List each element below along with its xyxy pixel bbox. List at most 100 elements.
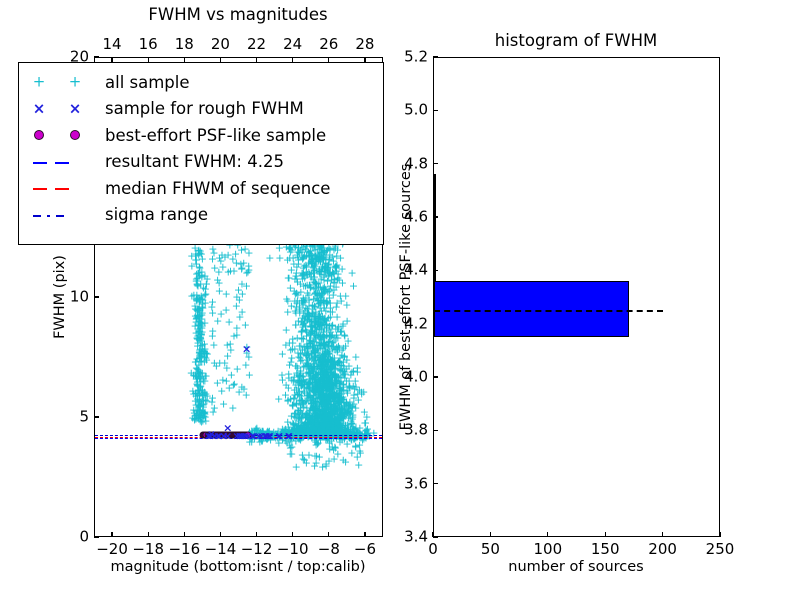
all-sample-point: + — [194, 360, 203, 371]
dash-segment-icon — [33, 188, 47, 191]
all-sample-point: + — [319, 416, 328, 427]
all-sample-point: + — [226, 344, 235, 355]
all-sample-point: + — [244, 248, 253, 259]
all-sample-point: + — [300, 380, 309, 391]
all-sample-point: + — [197, 330, 206, 341]
all-sample-point: + — [191, 388, 200, 399]
all-sample-point: + — [220, 358, 229, 369]
all-sample-point: + — [191, 304, 200, 315]
all-sample-point: + — [265, 252, 274, 263]
all-sample-point: + — [326, 415, 335, 426]
all-sample-point: + — [193, 306, 202, 317]
all-sample-point: + — [326, 421, 335, 432]
all-sample-point: + — [315, 380, 324, 391]
all-sample-point: + — [325, 428, 334, 439]
all-sample-point: + — [199, 411, 208, 422]
all-sample-point: + — [324, 456, 333, 467]
all-sample-point: + — [195, 311, 204, 322]
all-sample-point: + — [330, 388, 339, 399]
all-sample-point: + — [195, 388, 204, 399]
all-sample-point: + — [325, 407, 334, 418]
x-ticklabel-top: 24 — [283, 37, 302, 52]
all-sample-point: + — [309, 428, 318, 439]
y-ticklabel: 4.4 — [388, 262, 428, 278]
all-sample-point: + — [315, 267, 324, 278]
all-sample-point: + — [232, 322, 241, 333]
all-sample-point: + — [321, 422, 330, 433]
all-sample-point: + — [328, 419, 337, 430]
all-sample-point: + — [200, 351, 209, 362]
all-sample-point: + — [291, 408, 300, 419]
all-sample-point: + — [334, 413, 343, 424]
all-sample-point: + — [201, 411, 210, 422]
all-sample-point: + — [318, 410, 327, 421]
all-sample-point: + — [208, 406, 217, 417]
circle-icon — [70, 130, 80, 141]
all-sample-point: + — [213, 316, 222, 327]
all-sample-point: + — [194, 412, 203, 423]
legend-item-label: all sample — [103, 73, 190, 92]
all-sample-point: + — [194, 320, 203, 331]
all-sample-point: + — [309, 351, 318, 362]
all-sample-point: + — [304, 368, 313, 379]
all-sample-point: + — [196, 380, 205, 391]
all-sample-point: + — [196, 332, 205, 343]
all-sample-point: + — [217, 250, 226, 261]
all-sample-point: + — [342, 299, 351, 310]
all-sample-point: + — [314, 315, 323, 326]
all-sample-point: + — [197, 267, 206, 278]
all-sample-point: + — [195, 405, 204, 416]
all-sample-point: + — [315, 388, 324, 399]
all-sample-point: + — [196, 245, 205, 256]
all-sample-point: + — [309, 371, 318, 382]
all-sample-point: + — [274, 393, 283, 404]
all-sample-point: + — [300, 419, 309, 430]
all-sample-point: + — [318, 310, 327, 321]
all-sample-point: + — [312, 412, 321, 423]
all-sample-point: + — [237, 244, 246, 255]
all-sample-point: + — [314, 329, 323, 340]
all-sample-point: + — [331, 406, 340, 417]
all-sample-point: + — [300, 377, 309, 388]
all-sample-point: + — [201, 394, 210, 405]
all-sample-point: + — [244, 352, 253, 363]
all-sample-point: + — [311, 355, 320, 366]
all-sample-point: + — [318, 283, 327, 294]
all-sample-point: + — [308, 324, 317, 335]
all-sample-point: + — [318, 248, 327, 259]
all-sample-point: + — [316, 242, 325, 253]
all-sample-point: + — [281, 424, 290, 435]
y-tick — [94, 56, 99, 58]
all-sample-point: + — [295, 376, 304, 387]
all-sample-point: + — [311, 385, 320, 396]
all-sample-point: + — [195, 349, 204, 360]
all-sample-point: + — [306, 395, 315, 406]
all-sample-point: + — [208, 330, 217, 341]
all-sample-point: + — [312, 422, 321, 433]
y-ticklabel: 0 — [56, 529, 89, 545]
all-sample-point: + — [324, 403, 333, 414]
all-sample-point: + — [244, 264, 253, 275]
legend-item: + + all sample — [25, 69, 375, 96]
all-sample-point: + — [324, 379, 333, 390]
all-sample-point: + — [297, 326, 306, 337]
all-sample-point: + — [208, 254, 217, 265]
all-sample-point: + — [315, 412, 324, 423]
all-sample-point: + — [319, 423, 328, 434]
all-sample-point: + — [192, 363, 201, 374]
all-sample-point: + — [300, 260, 309, 271]
all-sample-point: + — [189, 290, 198, 301]
all-sample-point: + — [195, 385, 204, 396]
all-sample-point: + — [216, 308, 225, 319]
all-sample-point: + — [295, 387, 304, 398]
all-sample-point: + — [304, 289, 313, 300]
all-sample-point: + — [305, 247, 314, 258]
y-ticklabel: 4.8 — [388, 156, 428, 171]
all-sample-point: + — [323, 413, 332, 424]
all-sample-point: + — [309, 421, 318, 432]
all-sample-point: + — [285, 252, 294, 263]
all-sample-point: + — [314, 425, 323, 436]
all-sample-point: + — [203, 349, 212, 360]
all-sample-point: + — [310, 404, 319, 415]
all-sample-point: + — [197, 329, 206, 340]
